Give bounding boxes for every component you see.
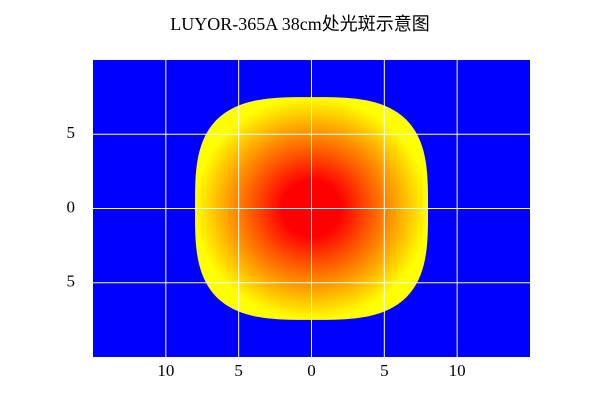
x-tick-label: 10	[449, 361, 466, 380]
chart-title: LUYOR-365A 38cm处光斑示意图	[170, 14, 430, 34]
y-tick-label: 0	[67, 197, 76, 216]
x-tick-label: 5	[234, 361, 243, 380]
x-tick-label: 10	[157, 361, 174, 380]
x-tick-label: 0	[307, 361, 316, 380]
y-tick-label: 5	[67, 272, 76, 291]
x-tick-label: 5	[380, 361, 389, 380]
y-tick-label: 5	[67, 123, 76, 142]
